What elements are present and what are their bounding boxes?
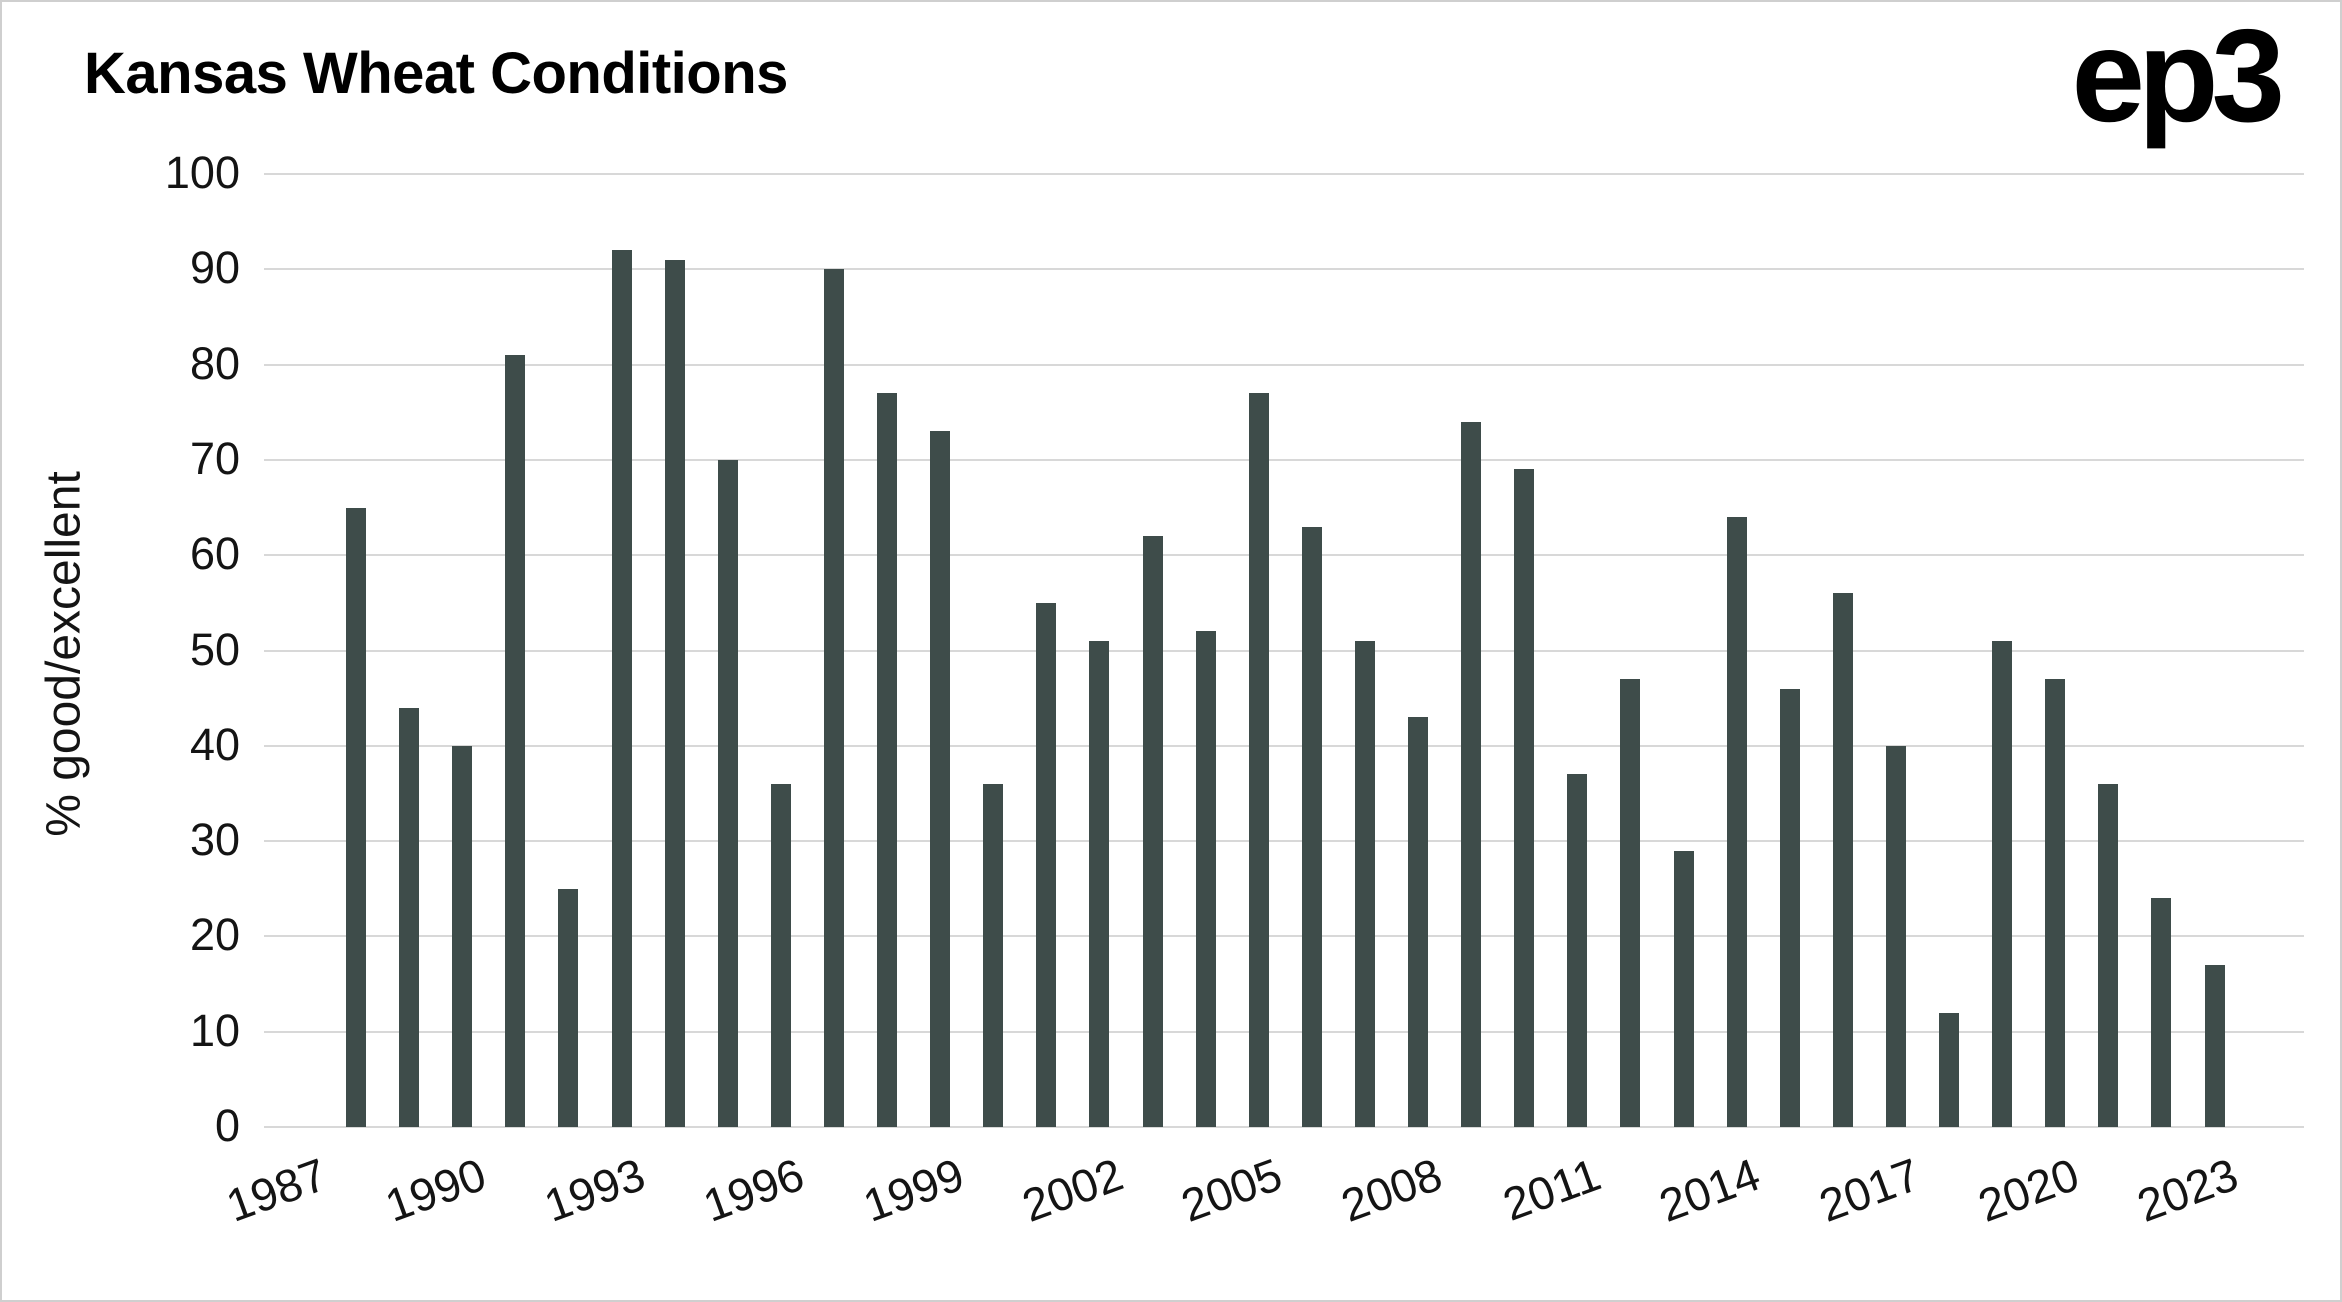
gridline-30 <box>264 840 2304 843</box>
x-tick-label-2023: 2023 <box>2130 1147 2245 1232</box>
y-tick-label-90: 90 <box>189 242 240 294</box>
bar-2004 <box>1195 631 1216 1127</box>
bar-2022 <box>2151 898 2172 1127</box>
bar-1998 <box>877 393 897 1127</box>
bar-2015 <box>1779 688 1800 1127</box>
bar-1990 <box>452 745 473 1127</box>
gridline-0 <box>264 1126 2304 1128</box>
gridline-100 <box>264 173 2304 175</box>
bar-1991 <box>505 355 526 1127</box>
bar-2016 <box>1832 593 1853 1127</box>
x-tick-label-2017: 2017 <box>1812 1147 1927 1232</box>
y-tick-label-80: 80 <box>189 337 240 389</box>
bar-2019 <box>1992 640 2013 1127</box>
x-tick-label-1990: 1990 <box>378 1147 493 1232</box>
y-tick-label-30: 30 <box>189 814 240 866</box>
bar-1997 <box>823 269 844 1127</box>
x-tick-label-2020: 2020 <box>1971 1147 2086 1232</box>
gridline-90 <box>264 268 2304 271</box>
x-tick-label-2014: 2014 <box>1652 1147 1767 1232</box>
bar-2010 <box>1514 469 1535 1127</box>
bar-1995 <box>717 459 738 1127</box>
x-tick-label-1996: 1996 <box>696 1147 811 1232</box>
bar-1993 <box>611 250 632 1127</box>
bar-1988 <box>346 507 366 1127</box>
bar-2009 <box>1461 421 1482 1127</box>
gridline-20 <box>264 935 2304 938</box>
bar-2020 <box>2045 679 2066 1127</box>
gridline-70 <box>264 458 2304 461</box>
bar-1992 <box>558 888 579 1127</box>
gridline-50 <box>264 649 2304 652</box>
gridline-80 <box>264 363 2304 366</box>
y-tick-label-40: 40 <box>189 718 240 770</box>
x-tick-label-2005: 2005 <box>1174 1147 1289 1232</box>
bar-2000 <box>983 783 1004 1127</box>
y-tick-label-50: 50 <box>189 623 240 675</box>
bar-2008 <box>1408 717 1428 1127</box>
bar-2023 <box>2204 964 2225 1127</box>
bar-2018 <box>1939 1012 1959 1127</box>
bar-1994 <box>664 259 685 1127</box>
bar-2012 <box>1620 679 1641 1127</box>
chart-title: Kansas Wheat Conditions <box>84 41 788 106</box>
y-tick-label-10: 10 <box>189 1004 240 1056</box>
bar-2017 <box>1885 745 1906 1127</box>
x-tick-label-1999: 1999 <box>856 1147 971 1232</box>
gridline-10 <box>264 1030 2304 1033</box>
x-tick-label-2011: 2011 <box>1496 1147 1608 1231</box>
bar-2014 <box>1726 517 1747 1127</box>
y-tick-label-100: 100 <box>164 146 240 198</box>
bar-2013 <box>1673 850 1694 1127</box>
gridline-60 <box>264 554 2304 557</box>
bar-2005 <box>1248 393 1269 1127</box>
x-tick-label-2002: 2002 <box>1015 1147 1130 1232</box>
bar-2001 <box>1036 602 1057 1127</box>
x-tick-label-2008: 2008 <box>1334 1147 1449 1232</box>
ep3-logo: ep3 <box>2071 2 2285 149</box>
y-tick-label-20: 20 <box>189 909 240 961</box>
bar-1989 <box>399 707 420 1127</box>
bar-2011 <box>1567 774 1588 1127</box>
bar-1996 <box>770 783 791 1127</box>
bar-2021 <box>2098 783 2119 1127</box>
gridline-40 <box>264 744 2304 747</box>
y-tick-label-60: 60 <box>189 528 240 580</box>
bar-2002 <box>1089 640 1110 1127</box>
bar-2007 <box>1354 640 1375 1127</box>
bar-2006 <box>1301 526 1322 1127</box>
x-tick-label-1993: 1993 <box>537 1147 652 1232</box>
bar-1999 <box>930 431 951 1127</box>
x-tick-label-1987: 1987 <box>219 1147 334 1232</box>
bar-2003 <box>1142 536 1163 1127</box>
y-axis-title: % good/excellent <box>37 471 91 837</box>
y-tick-label-70: 70 <box>189 432 240 484</box>
y-tick-label-0: 0 <box>214 1099 240 1151</box>
